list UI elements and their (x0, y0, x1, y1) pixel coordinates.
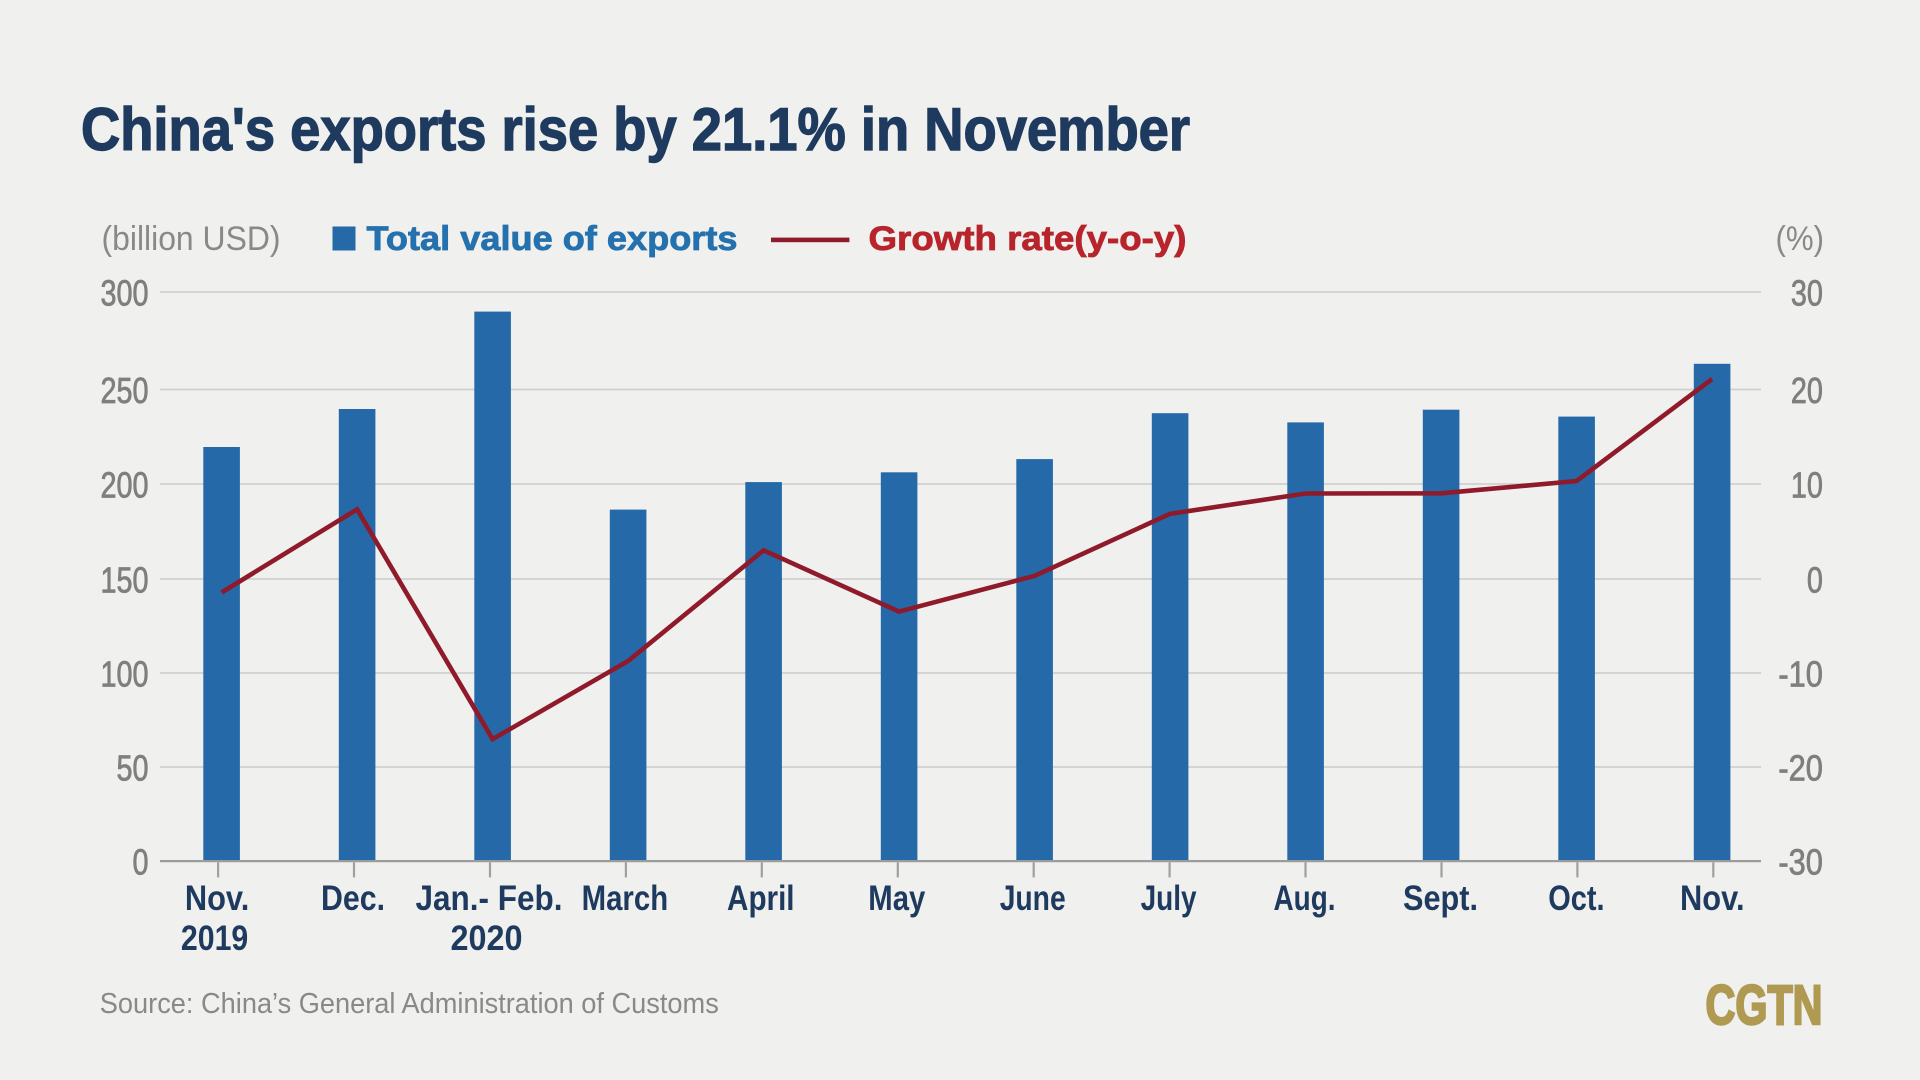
svg-text:(%): (%) (1776, 220, 1825, 258)
svg-text:100: 100 (101, 653, 149, 694)
svg-text:May: May (868, 879, 925, 918)
svg-text:30: 30 (1791, 272, 1823, 313)
svg-text:(billion USD): (billion USD) (102, 220, 281, 258)
svg-text:-20: -20 (1778, 747, 1823, 788)
svg-text:250: 250 (101, 370, 149, 411)
svg-text:-30: -30 (1778, 841, 1823, 882)
svg-text:Source: China’s General Admini: Source: China’s General Administration o… (100, 988, 719, 1020)
svg-text:China's exports rise by 21.1%: China's exports rise by 21.1% in Novembe… (81, 95, 1190, 163)
svg-text:150: 150 (101, 559, 149, 600)
svg-text:June: June (1000, 879, 1066, 918)
svg-text:Dec.: Dec. (321, 879, 385, 918)
svg-text:-10: -10 (1778, 653, 1823, 694)
svg-text:0: 0 (1807, 559, 1823, 600)
svg-text:Aug.: Aug. (1274, 879, 1336, 918)
svg-text:Total value of exports: Total value of exports (367, 220, 738, 258)
svg-text:April: April (727, 879, 795, 918)
svg-text:0: 0 (133, 841, 149, 882)
svg-text:300: 300 (101, 272, 149, 313)
svg-text:10: 10 (1791, 464, 1823, 505)
svg-text:Sept.: Sept. (1403, 879, 1478, 918)
svg-text:CGTN: CGTN (1706, 973, 1823, 1036)
svg-text:200: 200 (101, 464, 149, 505)
svg-text:July: July (1141, 879, 1197, 918)
svg-text:2019: 2019 (181, 919, 248, 958)
svg-text:Oct.: Oct. (1548, 879, 1604, 918)
svg-text:2020: 2020 (451, 919, 523, 958)
svg-text:Nov.: Nov. (185, 879, 250, 918)
svg-text:50: 50 (117, 747, 149, 788)
svg-text:Jan.- Feb.: Jan.- Feb. (416, 879, 563, 918)
svg-text:Growth rate(y-o-y): Growth rate(y-o-y) (869, 220, 1187, 258)
svg-text:March: March (582, 879, 669, 918)
svg-text:20: 20 (1791, 370, 1823, 411)
svg-text:Nov.: Nov. (1680, 879, 1745, 918)
